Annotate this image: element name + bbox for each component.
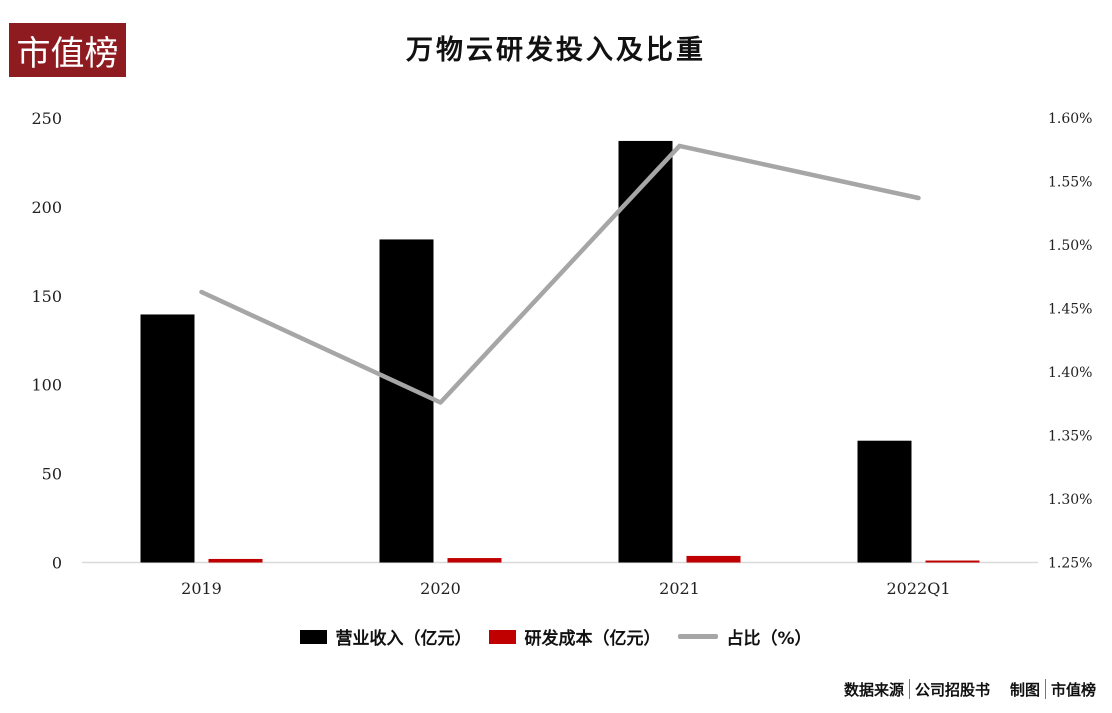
right-tick-label: 1.45% xyxy=(1048,302,1092,318)
category-label: 2021 xyxy=(659,579,700,598)
legend-label-ratio: 占比（%） xyxy=(726,629,812,649)
legend-label-revenue: 营业收入（亿元） xyxy=(335,629,472,649)
legend-swatch-rd xyxy=(489,629,517,644)
bar-rd-2022Q1 xyxy=(925,560,980,563)
left-axis-ticks: 0 50 100 150 200 250 xyxy=(31,109,62,573)
right-tick-label: 1.35% xyxy=(1048,429,1092,445)
legend: 营业收入（亿元） 研发成本（亿元） 占比（%） xyxy=(0,624,1112,649)
line-marks xyxy=(199,143,921,405)
left-tick-label: 100 xyxy=(31,376,62,395)
credit-value: 市值榜 xyxy=(1050,681,1096,699)
bar-rd-2020 xyxy=(447,558,502,563)
bar-revenue-2021 xyxy=(618,140,673,563)
source-footer: 数据来源 公司招股书 制图 市值榜 xyxy=(844,679,1096,700)
category-label: 2020 xyxy=(420,579,461,598)
legend-label-rd: 研发成本（亿元） xyxy=(524,629,661,649)
bar-rd-2021 xyxy=(686,555,741,563)
source-value: 公司招股书 xyxy=(914,681,990,699)
category-label: 2022Q1 xyxy=(886,579,950,598)
source-label: 数据来源 xyxy=(843,681,904,699)
left-tick-label: 50 xyxy=(42,465,62,484)
category-labels: 2019 2020 2021 2022Q1 xyxy=(181,579,950,598)
left-tick-label: 250 xyxy=(31,109,62,128)
right-tick-label: 1.40% xyxy=(1048,365,1092,381)
right-tick-label: 1.60% xyxy=(1048,111,1092,127)
left-tick-label: 200 xyxy=(31,198,62,217)
credit-label: 制图 xyxy=(1009,681,1040,699)
bar-marks xyxy=(140,140,980,563)
right-axis-ticks: 1.25% 1.30% 1.35% 1.40% 1.45% 1.50% 1.55% 1.60% xyxy=(1048,111,1092,572)
bar-revenue-2020 xyxy=(379,239,434,563)
legend-item-rd: 研发成本（亿元） xyxy=(489,624,660,649)
right-tick-label: 1.55% xyxy=(1048,175,1092,191)
legend-item-ratio: 占比（%） xyxy=(678,624,812,649)
left-tick-label: 0 xyxy=(52,554,62,573)
right-tick-label: 1.50% xyxy=(1048,238,1092,254)
legend-swatch-revenue xyxy=(300,629,328,644)
ratio-line xyxy=(199,143,921,405)
chart-title: 万物云研发投入及比重 xyxy=(406,35,706,66)
legend-swatch-ratio xyxy=(678,634,719,639)
category-label: 2019 xyxy=(181,579,222,598)
left-tick-label: 150 xyxy=(31,287,62,306)
right-tick-label: 1.30% xyxy=(1048,492,1092,508)
credit-separator xyxy=(1044,679,1046,699)
bar-revenue-2019 xyxy=(140,314,195,563)
brand-logo: 市值榜 xyxy=(9,23,126,77)
bar-revenue-2022Q1 xyxy=(857,440,912,563)
legend-item-revenue: 营业收入（亿元） xyxy=(300,624,471,649)
right-tick-label: 1.25% xyxy=(1048,556,1092,572)
source-separator xyxy=(908,679,910,699)
bar-rd-2019 xyxy=(208,558,263,563)
